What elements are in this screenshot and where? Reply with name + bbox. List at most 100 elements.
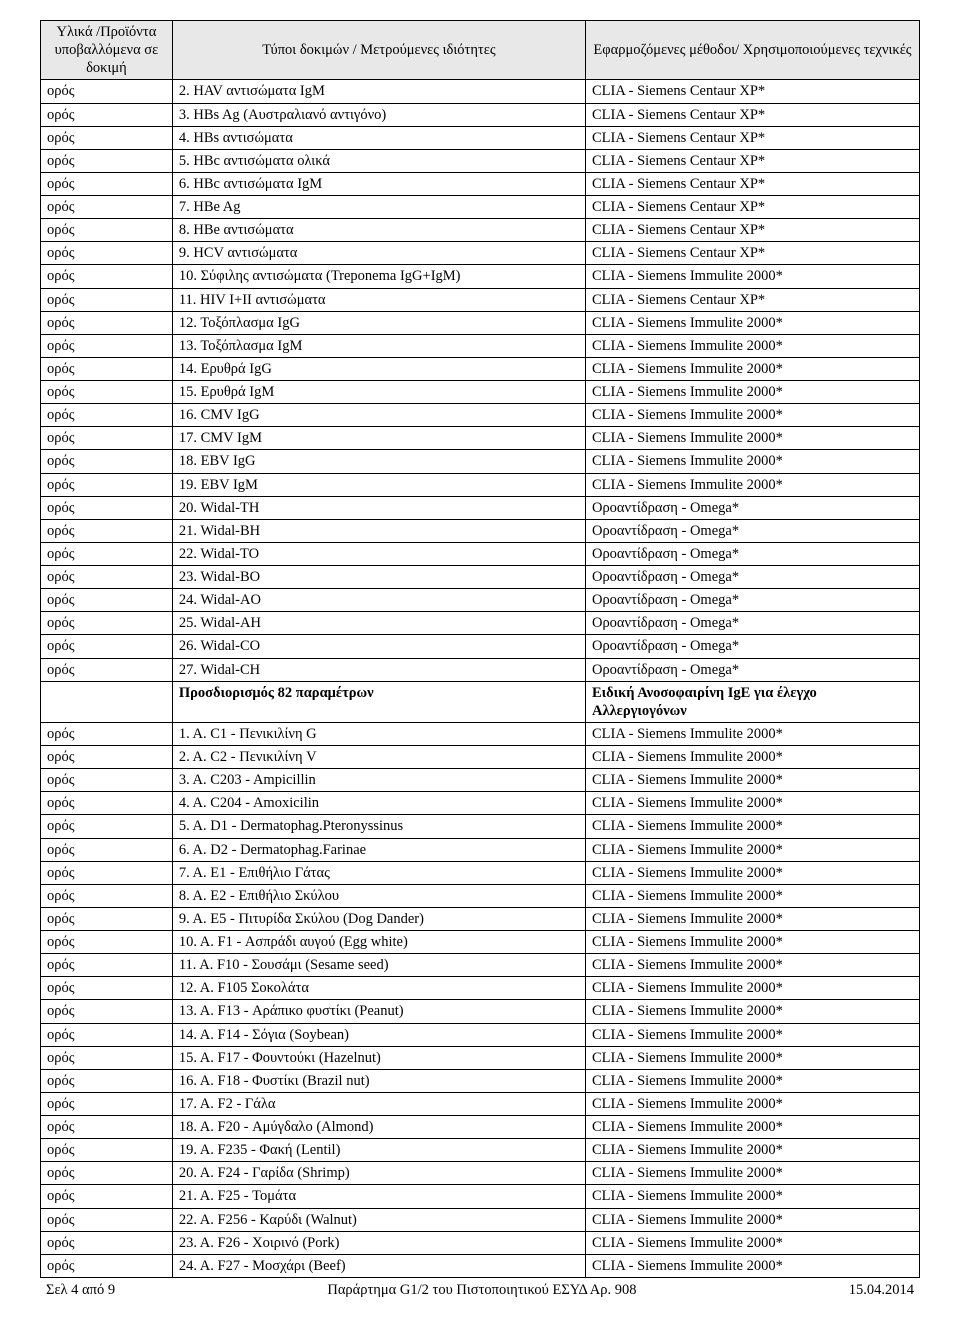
- table-cell: ορός: [41, 658, 173, 681]
- table-cell: ορός: [41, 722, 173, 745]
- table-cell: ορός: [41, 473, 173, 496]
- table-cell: Οροαντίδραση - Omega*: [585, 566, 919, 589]
- table-cell: ορός: [41, 288, 173, 311]
- table-row: ορός19. Α. F235 - Φακή (Lentil)CLIA - Si…: [41, 1139, 920, 1162]
- table-row: ορός4. Α. C204 - AmoxicilinCLIA - Siemen…: [41, 792, 920, 815]
- table-row: ορός7. Α. E1 - Επιθήλιο ΓάταςCLIA - Siem…: [41, 861, 920, 884]
- table-cell: ορός: [41, 1116, 173, 1139]
- table-row: ορός4. HBs αντισώματαCLIA - Siemens Cent…: [41, 126, 920, 149]
- table-cell: 18. Α. F20 - Αμύγδαλο (Almond): [172, 1116, 585, 1139]
- table-cell: 20. Α. F24 - Γαρίδα (Shrimp): [172, 1162, 585, 1185]
- table-row: ορός12. Τοξόπλασμα IgGCLIA - Siemens Imm…: [41, 311, 920, 334]
- table-row: ορός18. Α. F20 - Αμύγδαλο (Almond)CLIA -…: [41, 1116, 920, 1139]
- table-row: ορός6. HBc αντισώματα IgMCLIA - Siemens …: [41, 172, 920, 195]
- table-cell: CLIA - Siemens Immulite 2000*: [585, 1231, 919, 1254]
- table-cell: ορός: [41, 103, 173, 126]
- table-cell: CLIA - Siemens Immulite 2000*: [585, 815, 919, 838]
- table-row: ορός16. CMV IgGCLIA - Siemens Immulite 2…: [41, 404, 920, 427]
- table-cell: 8. HBe αντισώματα: [172, 219, 585, 242]
- table-cell: Οροαντίδραση - Omega*: [585, 496, 919, 519]
- table-cell: CLIA - Siemens Immulite 2000*: [585, 311, 919, 334]
- table-cell: CLIA - Siemens Immulite 2000*: [585, 1092, 919, 1115]
- table-cell: CLIA - Siemens Immulite 2000*: [585, 1116, 919, 1139]
- header-methods: Εφαρμοζόμενες μέθοδοι/ Χρησιμοποιούμενες…: [585, 21, 919, 80]
- table-header-row: Υλικά /Προϊόντα υποβαλλόμενα σε δοκιμή Τ…: [41, 21, 920, 80]
- table-cell: ορός: [41, 1092, 173, 1115]
- table-cell: CLIA - Siemens Immulite 2000*: [585, 1162, 919, 1185]
- table-row: ορός20. Widal-THΟροαντίδραση - Omega*: [41, 496, 920, 519]
- table-row: ορός6. Α. D2 - Dermatophag.FarinaeCLIA -…: [41, 838, 920, 861]
- table-cell: CLIA - Siemens Immulite 2000*: [585, 1185, 919, 1208]
- table-cell: 16. CMV IgG: [172, 404, 585, 427]
- table-cell: 5. Α. D1 - Dermatophag.Pteronyssinus: [172, 815, 585, 838]
- table-cell: ορός: [41, 635, 173, 658]
- table-cell: CLIA - Siemens Immulite 2000*: [585, 722, 919, 745]
- table-cell: ορός: [41, 977, 173, 1000]
- table-cell: 24. Widal-AO: [172, 589, 585, 612]
- table-cell: CLIA - Siemens Immulite 2000*: [585, 427, 919, 450]
- table-cell: 25. Widal-AH: [172, 612, 585, 635]
- table-cell: CLIA - Siemens Centaur XP*: [585, 242, 919, 265]
- table-row: ορός2. Α. C2 - Πενικιλίνη VCLIA - Siemen…: [41, 746, 920, 769]
- table-cell: 2. HAV αντισώματα IgM: [172, 80, 585, 103]
- table-cell: CLIA - Siemens Immulite 2000*: [585, 746, 919, 769]
- table-cell: CLIA - Siemens Centaur XP*: [585, 103, 919, 126]
- table-row: ορός15. Α. F17 - Φουντούκι (Hazelnut)CLI…: [41, 1046, 920, 1069]
- table-row: ορός11. HIV I+II αντισώματαCLIA - Siemen…: [41, 288, 920, 311]
- table-cell: ορός: [41, 265, 173, 288]
- table-cell: ορός: [41, 1231, 173, 1254]
- table-cell: 18. EBV IgG: [172, 450, 585, 473]
- table-row: ορός11. Α. F10 - Σουσάμι (Sesame seed)CL…: [41, 954, 920, 977]
- table-row: ορός13. Α. F13 - Αράπικο φυστίκι (Peanut…: [41, 1000, 920, 1023]
- table-cell: ορός: [41, 589, 173, 612]
- table-row: ορός16. Α. F18 - Φυστίκι (Brazil nut)CLI…: [41, 1069, 920, 1092]
- table-cell: 19. EBV IgM: [172, 473, 585, 496]
- table-cell: CLIA - Siemens Centaur XP*: [585, 126, 919, 149]
- section-cell-desc: Ειδική Ανοσοφαιρίνη IgE για έλεγχο Αλλερ…: [585, 681, 919, 722]
- table-cell: CLIA - Siemens Immulite 2000*: [585, 265, 919, 288]
- table-cell: 4. Α. C204 - Amoxicilin: [172, 792, 585, 815]
- table-cell: CLIA - Siemens Immulite 2000*: [585, 1208, 919, 1231]
- table-row: ορός5. Α. D1 - Dermatophag.Pteronyssinus…: [41, 815, 920, 838]
- table-cell: ορός: [41, 884, 173, 907]
- table-row: ορός18. EBV IgGCLIA - Siemens Immulite 2…: [41, 450, 920, 473]
- table-cell: ορός: [41, 815, 173, 838]
- table-cell: 14. Α. F14 - Σόγια (Soybean): [172, 1023, 585, 1046]
- table-cell: 23. Widal-BO: [172, 566, 585, 589]
- table-cell: ορός: [41, 357, 173, 380]
- table-row: ορός5. HBc αντισώματα ολικάCLIA - Siemen…: [41, 149, 920, 172]
- table-cell: 27. Widal-CH: [172, 658, 585, 681]
- table-cell: CLIA - Siemens Immulite 2000*: [585, 907, 919, 930]
- table-cell: 14. Ερυθρά IgG: [172, 357, 585, 380]
- table-cell: CLIA - Siemens Immulite 2000*: [585, 1069, 919, 1092]
- table-cell: ορός: [41, 1069, 173, 1092]
- table-row: ορός14. Α. F14 - Σόγια (Soybean)CLIA - S…: [41, 1023, 920, 1046]
- table-cell: CLIA - Siemens Immulite 2000*: [585, 450, 919, 473]
- table-cell: Οροαντίδραση - Omega*: [585, 519, 919, 542]
- table-row: ορός27. Widal-CHΟροαντίδραση - Omega*: [41, 658, 920, 681]
- table-row: ορός21. Α. F25 - ΤομάταCLIA - Siemens Im…: [41, 1185, 920, 1208]
- table-cell: 7. HBe Ag: [172, 196, 585, 219]
- table-cell: 21. Widal-BH: [172, 519, 585, 542]
- table-cell: ορός: [41, 769, 173, 792]
- table-cell: ορός: [41, 838, 173, 861]
- section-cell-empty: [41, 681, 173, 722]
- table-cell: ορός: [41, 861, 173, 884]
- table-cell: CLIA - Siemens Immulite 2000*: [585, 769, 919, 792]
- table-cell: CLIA - Siemens Immulite 2000*: [585, 404, 919, 427]
- lab-tests-table: Υλικά /Προϊόντα υποβαλλόμενα σε δοκιμή Τ…: [40, 20, 920, 1278]
- table-cell: ορός: [41, 334, 173, 357]
- table-cell: 11. Α. F10 - Σουσάμι (Sesame seed): [172, 954, 585, 977]
- table-row: ορός10. Α. F1 - Ασπράδι αυγού (Egg white…: [41, 931, 920, 954]
- table-row: ορός21. Widal-BHΟροαντίδραση - Omega*: [41, 519, 920, 542]
- table-cell: ορός: [41, 954, 173, 977]
- table-cell: ορός: [41, 450, 173, 473]
- table-cell: ορός: [41, 931, 173, 954]
- table-cell: ορός: [41, 496, 173, 519]
- table-cell: CLIA - Siemens Immulite 2000*: [585, 977, 919, 1000]
- table-cell: ορός: [41, 149, 173, 172]
- table-cell: 3. Α. C203 - Ampicillin: [172, 769, 585, 792]
- table-cell: ορός: [41, 1023, 173, 1046]
- table-row: ορός8. Α. E2 - Επιθήλιο ΣκύλουCLIA - Sie…: [41, 884, 920, 907]
- table-cell: CLIA - Siemens Immulite 2000*: [585, 954, 919, 977]
